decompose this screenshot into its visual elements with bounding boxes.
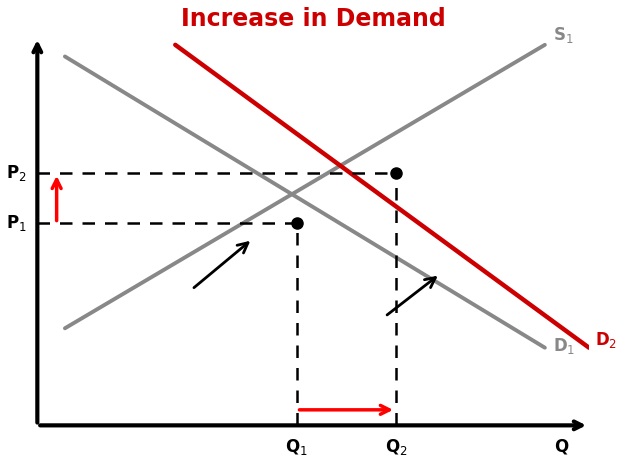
Text: P$_1$: P$_1$ bbox=[6, 213, 26, 233]
Text: D$_1$: D$_1$ bbox=[553, 336, 576, 356]
Text: P$_2$: P$_2$ bbox=[6, 163, 26, 183]
Text: S$_1$: S$_1$ bbox=[553, 25, 574, 45]
Text: Q: Q bbox=[554, 437, 569, 455]
Text: Q$_2$: Q$_2$ bbox=[384, 437, 407, 457]
Text: Q$_1$: Q$_1$ bbox=[285, 437, 308, 457]
Title: Increase in Demand: Increase in Demand bbox=[181, 7, 445, 31]
Text: D$_2$: D$_2$ bbox=[594, 330, 617, 350]
